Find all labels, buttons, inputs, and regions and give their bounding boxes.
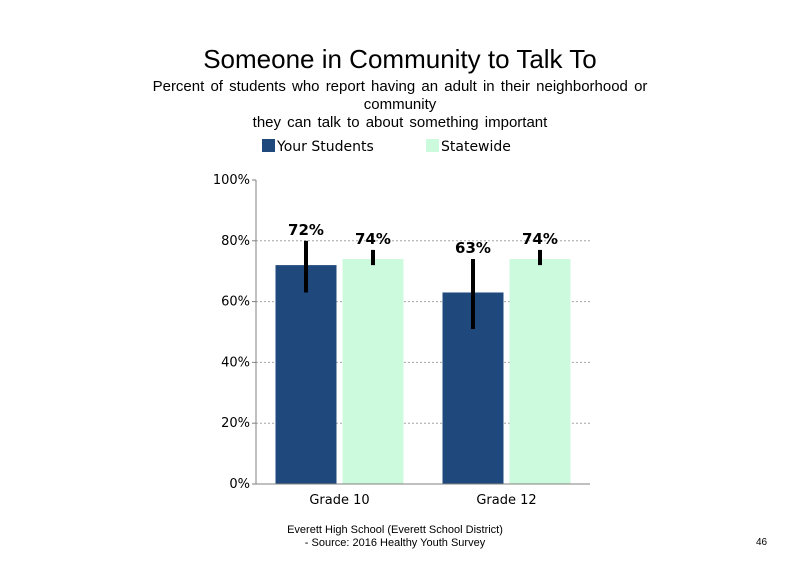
legend-label-statewide: Statewide (441, 139, 511, 155)
y-tick-label: 0% (229, 477, 250, 492)
footer-school: Everett High School (Everett School Dist… (287, 524, 503, 536)
footer-source: - Source: 2016 Healthy Youth Survey (304, 537, 486, 549)
bar (275, 265, 337, 484)
y-tick-label: 80% (221, 234, 250, 249)
footer: Everett High School (Everett School Dist… (240, 524, 550, 550)
data-label: 72% (288, 221, 324, 239)
x-tick-label: Grade 10 (309, 493, 369, 508)
legend-item-statewide: Statewide (426, 139, 511, 155)
subtitle-line-2: community (363, 96, 437, 113)
y-tick-label: 60% (221, 295, 250, 310)
y-tick-label: 40% (221, 355, 250, 370)
bar (342, 259, 404, 484)
legend-swatch-statewide (426, 139, 439, 152)
page-number: 46 (756, 537, 768, 548)
data-label: 63% (455, 239, 491, 257)
legend-item-your-students: Your Students (262, 139, 374, 155)
bar (509, 259, 571, 484)
bar (442, 292, 504, 484)
chart-subtitle: Percent of students who report having an… (130, 78, 670, 132)
legend-swatch-your-students (262, 139, 275, 152)
subtitle-line-3: they can talk to about something importa… (252, 114, 548, 131)
x-tick-label: Grade 12 (476, 493, 536, 508)
data-label: 74% (522, 230, 558, 248)
y-tick-label: 20% (221, 416, 250, 431)
y-tick-label: 100% (213, 173, 250, 188)
chart-title: Someone in Community to Talk To (203, 44, 597, 74)
subtitle-line-1: Percent of students who report having an… (152, 78, 648, 95)
data-label: 74% (355, 230, 391, 248)
legend-label-your-students: Your Students (277, 139, 374, 155)
